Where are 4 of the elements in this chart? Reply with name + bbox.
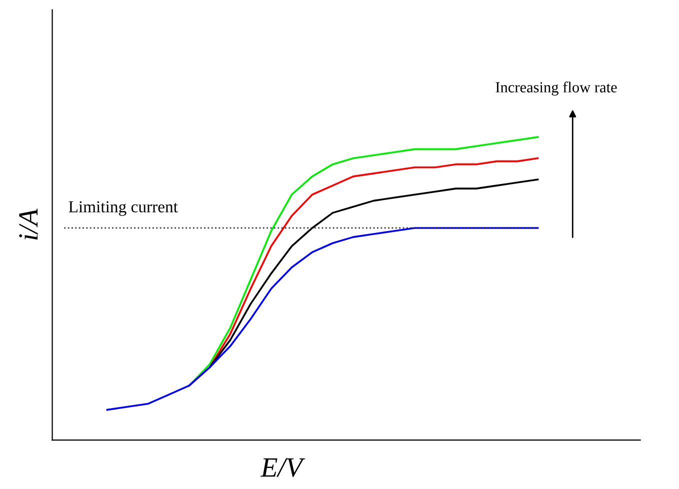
text: Increasing flow rate [496,82,617,96]
y-axis-title: i/A [19,208,38,240]
x-axis-title: E/V [260,458,306,478]
ref-line-label: Limiting current [68,201,178,216]
